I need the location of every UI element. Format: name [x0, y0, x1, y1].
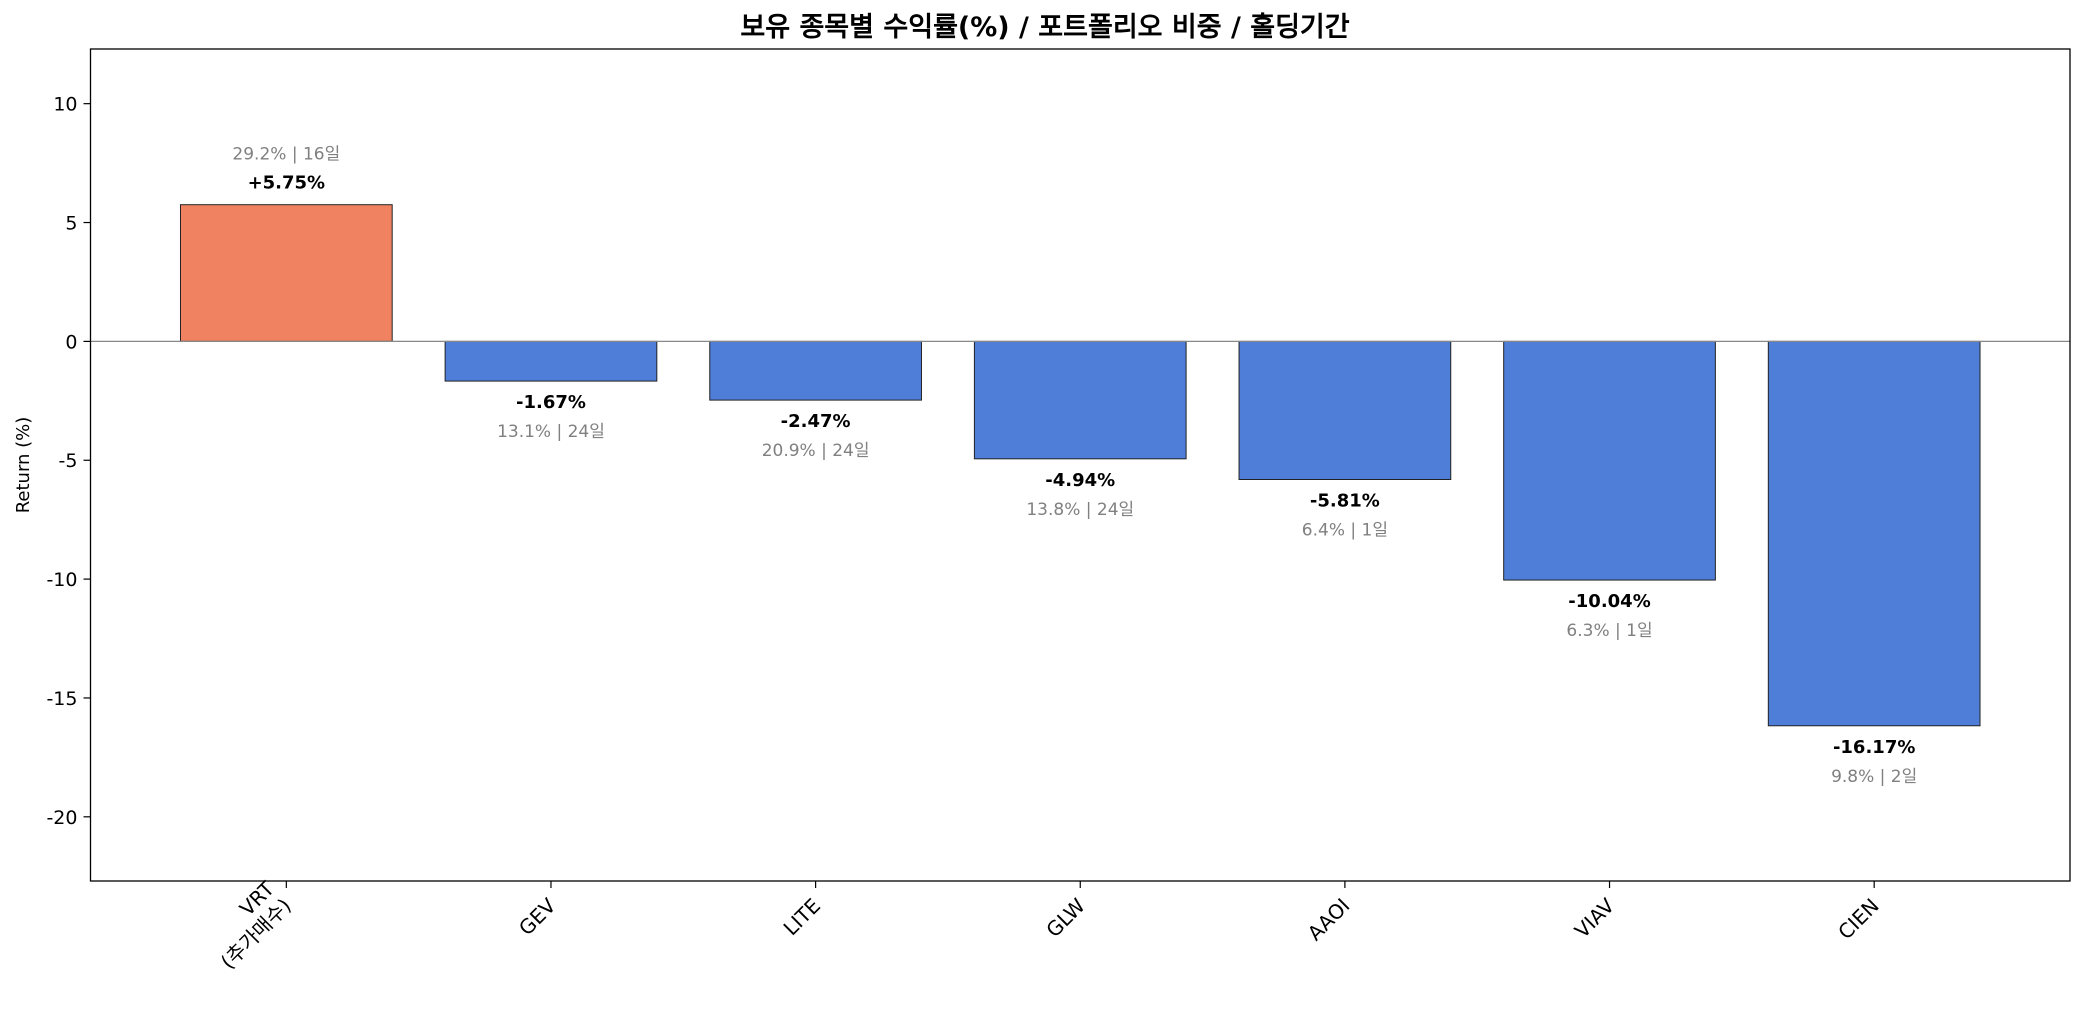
bar-1 [444, 340, 658, 382]
y-tick-label: -5 [59, 450, 78, 472]
x-tick-label: AAOI [1303, 894, 1355, 946]
x-tick-label: LITE [779, 894, 826, 941]
info-label: 13.1% | 24일 [497, 422, 605, 442]
x-tick-label: GLW [1041, 893, 1090, 942]
info-label: 29.2% | 16일 [232, 145, 340, 165]
bar-0 [179, 204, 393, 342]
value-label: -5.81% [1310, 491, 1380, 512]
bar-3 [973, 340, 1187, 460]
x-tick-label-line: LITE [779, 894, 826, 941]
x-tick-label: VIAV [1570, 893, 1619, 942]
x-tick-label: CIEN [1833, 894, 1884, 945]
value-label: -1.67% [516, 392, 586, 413]
info-label: 20.9% | 24일 [762, 441, 870, 461]
x-tick-label-line: AAOI [1303, 894, 1355, 946]
info-label: 6.3% | 1일 [1566, 621, 1652, 641]
value-label: -4.94% [1045, 470, 1115, 491]
y-tick-label: 5 [65, 213, 77, 235]
chart-title: 보유 종목별 수익률(%) / 포트폴리오 비중 / 홀딩기간 [740, 12, 1349, 43]
x-tick-label-line: VIAV [1570, 893, 1619, 942]
bar-5 [1503, 340, 1716, 581]
bar-4 [1238, 340, 1452, 481]
value-label: +5.75% [248, 173, 326, 194]
y-tick-label: 10 [53, 94, 77, 116]
x-tick-label-line: GEV [514, 893, 561, 940]
x-tick-label-line: GLW [1041, 893, 1090, 942]
value-label: -2.47% [781, 411, 851, 432]
value-label: -16.17% [1833, 737, 1915, 758]
x-tick-label: VRT(추가매수) [199, 876, 297, 974]
x-tick-label: GEV [514, 893, 561, 940]
value-label: -10.04% [1568, 591, 1650, 612]
x-tick-label-line: CIEN [1833, 894, 1884, 945]
y-tick-label: -10 [46, 569, 77, 591]
y-tick-label: -20 [46, 807, 77, 829]
info-label: 9.8% | 2일 [1831, 767, 1917, 787]
bar-6 [1767, 340, 1981, 727]
y-tick-label: -15 [46, 688, 77, 710]
bar-2 [709, 340, 922, 401]
y-tick-label: 0 [65, 331, 77, 353]
y-axis-label: Return (%) [13, 417, 34, 514]
info-label: 6.4% | 1일 [1302, 521, 1388, 541]
info-label: 13.8% | 24일 [1026, 500, 1134, 520]
plot-frame [89, 48, 2071, 882]
